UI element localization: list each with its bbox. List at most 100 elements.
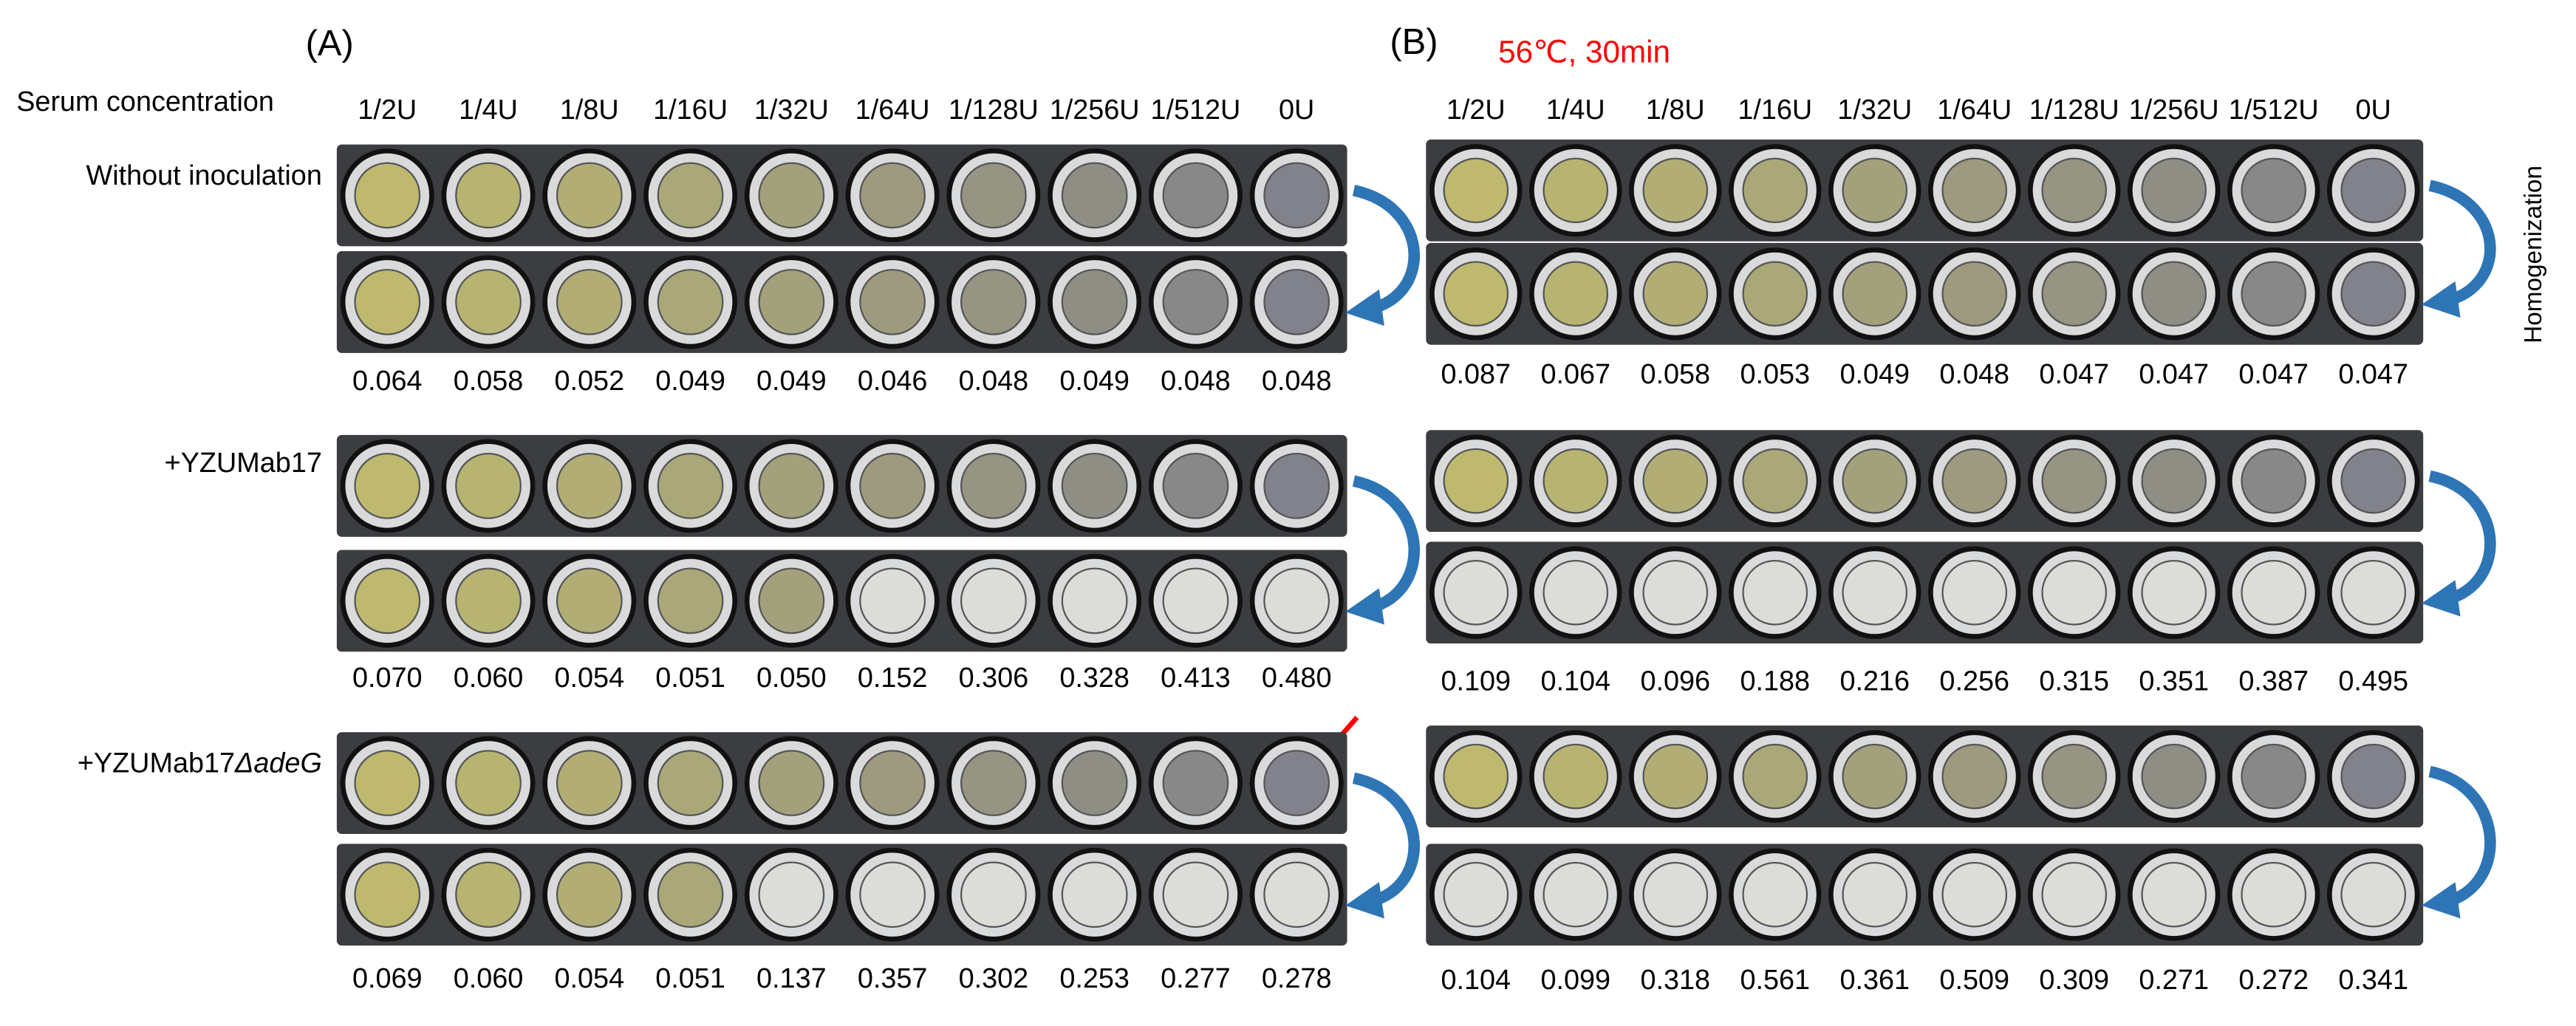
well-content [2241,861,2307,928]
column-label: 1/128U [949,95,1039,126]
well-content [1941,448,2008,514]
well-content [1162,162,1229,229]
well-content [960,162,1027,229]
od-value: 0.049 [655,366,725,397]
well-content [1061,567,1128,635]
well-content [1061,452,1128,519]
well-content [2241,157,2307,224]
od-value: 0.302 [959,963,1029,994]
well-content [1842,448,1908,514]
well-content [859,861,926,928]
panel-label: (B) [1390,22,1438,62]
well-content [556,162,623,229]
od-value: 0.047 [2139,359,2209,390]
flow-arrow [1345,772,1421,919]
well-content [758,162,825,229]
well-content [1842,261,1908,327]
well-content [2241,448,2307,514]
well-content [1642,448,1709,514]
well-content [2241,743,2307,810]
row-header: Serum concentration [16,86,274,117]
column-label: 1/2U [358,95,417,126]
od-value: 0.256 [1939,666,2009,697]
od-value: 0.253 [1059,963,1130,994]
well-content [1542,743,1609,810]
od-value: 0.109 [1441,666,1511,697]
od-value: 0.060 [454,663,524,694]
column-label: 0U [1279,95,1314,126]
well-content [657,269,724,335]
well-content [2340,157,2406,224]
od-value: 0.413 [1161,663,1231,694]
well-content [1443,743,1509,810]
column-label: 1/64U [1937,95,2012,126]
well-content [1742,560,1808,626]
well-content [758,750,825,816]
well-content [960,750,1027,816]
od-value: 0.099 [1540,965,1610,996]
well-content [556,269,623,335]
column-label: 1/16U [1738,95,1812,126]
well-content [758,567,825,635]
well-content [2340,261,2406,327]
well-content [556,567,623,635]
well-content [1842,861,1908,928]
well-content [354,162,421,229]
well-content [1642,157,1709,224]
column-label: 1/256U [1050,95,1140,126]
od-value: 0.054 [555,963,625,994]
well-content [1742,743,1808,810]
od-value: 0.216 [1839,666,1910,697]
od-value: 0.309 [2039,965,2109,996]
od-value: 0.048 [1939,359,2009,390]
od-value: 0.152 [858,663,928,694]
well-content [758,269,825,335]
od-value: 0.341 [2338,965,2408,996]
column-label: 1/512U [2229,95,2319,126]
well-content [1642,261,1709,327]
well-content [2141,743,2207,810]
well-content [1742,448,1808,514]
well-content [1941,157,2008,224]
well-content [1263,269,1330,335]
well-content [1941,560,2008,626]
well-content [859,162,926,229]
condition: 56℃, 30min [1498,35,1670,69]
well-content [1742,261,1808,327]
well-content [1842,157,1908,224]
side-label: Homogenization [2520,165,2547,343]
od-value: 0.049 [1839,359,1910,390]
od-value: 0.047 [2039,359,2109,390]
well-content [2041,560,2108,626]
column-label: 1/16U [653,95,728,126]
well-content [354,269,421,335]
od-value: 0.271 [2139,965,2209,996]
well-content [657,750,724,816]
od-value: 0.058 [454,366,524,397]
od-value: 0.070 [352,663,423,694]
group-label: Without inoculation [86,160,322,191]
od-value: 0.052 [555,366,625,397]
well-content [859,269,926,335]
well-content [1842,743,1908,810]
well-content [758,861,825,928]
od-value: 0.050 [756,663,827,694]
well-content [2141,560,2207,626]
group-label-text: +YZUMab17 [78,748,235,779]
od-value: 0.064 [352,366,423,397]
od-value: 0.046 [858,366,928,397]
well-content [2041,861,2108,928]
well-content [1263,750,1330,816]
flow-arrow [2421,179,2496,318]
well-content [556,452,623,519]
well-content [1742,861,1808,928]
well-content [1263,567,1330,635]
well-content [657,162,724,229]
well-content [1542,560,1609,626]
well-content [1941,861,2008,928]
well-content [2041,448,2108,514]
well-content [1842,560,1908,626]
od-value: 0.315 [2039,666,2109,697]
well-content [1443,448,1509,514]
